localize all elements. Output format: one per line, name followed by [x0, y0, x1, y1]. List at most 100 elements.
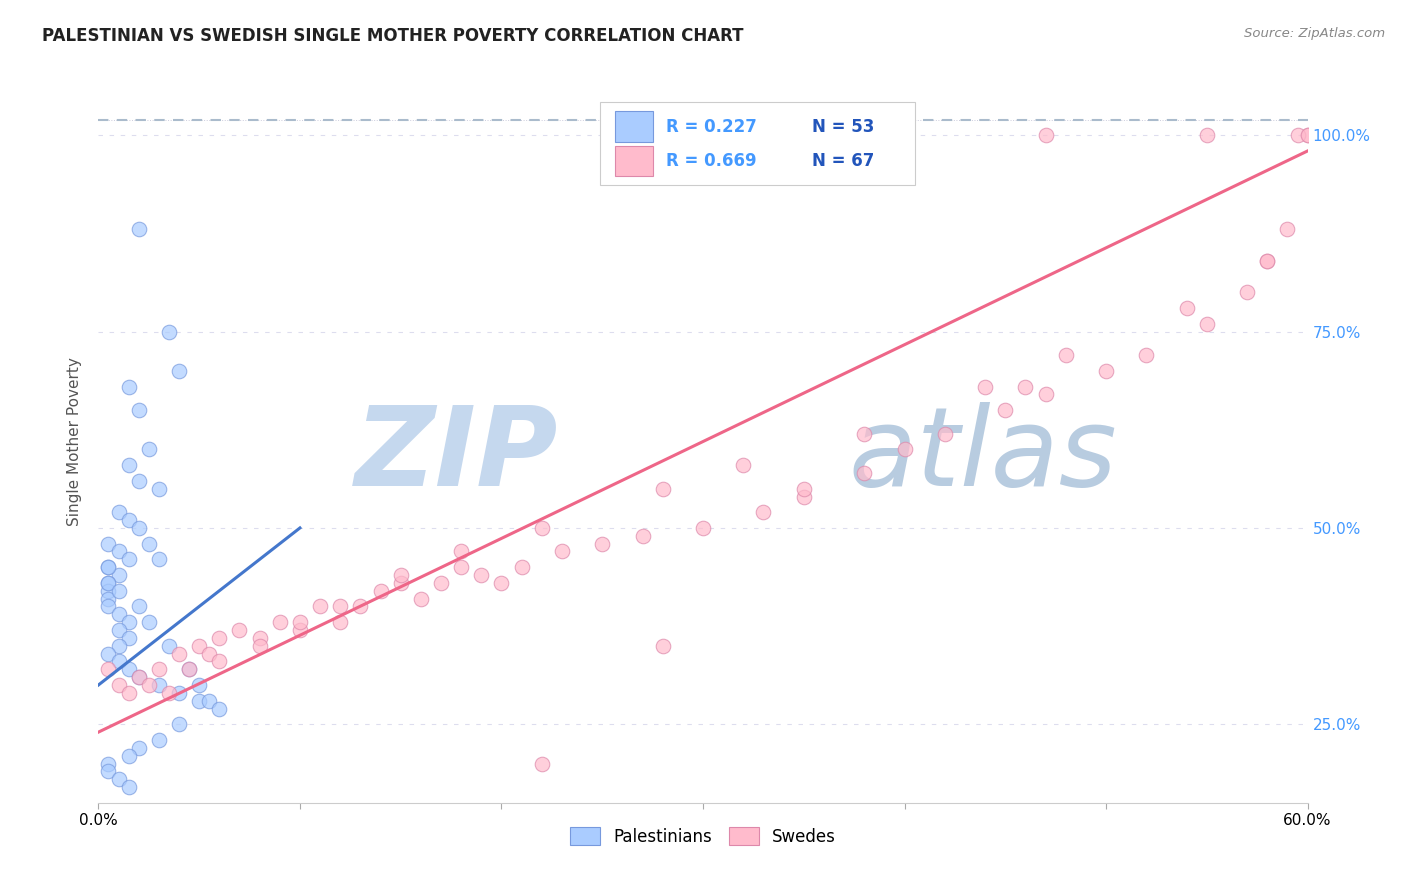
- Text: N = 67: N = 67: [811, 153, 875, 170]
- Point: [188, 639, 211, 653]
- Point: [167, 647, 190, 661]
- Point: [974, 379, 997, 393]
- Point: [269, 615, 291, 630]
- Point: [208, 701, 231, 715]
- Point: [148, 662, 170, 676]
- Point: [591, 536, 613, 550]
- Point: [157, 639, 180, 653]
- Point: [530, 756, 553, 771]
- Point: [167, 717, 190, 731]
- Point: [288, 615, 311, 630]
- Point: [249, 631, 271, 645]
- Point: [128, 222, 150, 236]
- Point: [1035, 128, 1057, 143]
- Point: [208, 631, 231, 645]
- Point: [157, 325, 180, 339]
- Point: [349, 599, 371, 614]
- Bar: [614, 146, 654, 177]
- Point: [167, 364, 190, 378]
- Text: N = 53: N = 53: [811, 118, 875, 136]
- Point: [994, 403, 1017, 417]
- Point: [107, 639, 129, 653]
- Point: [97, 575, 120, 590]
- Point: [128, 403, 150, 417]
- Point: [118, 662, 141, 676]
- Point: [128, 670, 150, 684]
- Point: [491, 575, 513, 590]
- Point: [97, 560, 120, 574]
- Point: [128, 474, 150, 488]
- Point: [530, 521, 553, 535]
- Point: [97, 591, 120, 606]
- Point: [188, 694, 211, 708]
- Point: [1035, 387, 1057, 401]
- Point: [893, 442, 915, 457]
- Point: [793, 490, 815, 504]
- Point: [752, 505, 775, 519]
- Point: [97, 560, 120, 574]
- Point: [631, 529, 654, 543]
- Point: [1054, 348, 1077, 362]
- Legend: Palestinians, Swedes: Palestinians, Swedes: [564, 821, 842, 852]
- Point: [179, 662, 201, 676]
- Point: [1256, 253, 1278, 268]
- Point: [97, 536, 120, 550]
- Point: [430, 575, 453, 590]
- Point: [128, 670, 150, 684]
- Text: Source: ZipAtlas.com: Source: ZipAtlas.com: [1244, 27, 1385, 40]
- Point: [97, 662, 120, 676]
- Point: [138, 678, 160, 692]
- Point: [97, 575, 120, 590]
- Point: [1296, 128, 1319, 143]
- Point: [329, 599, 352, 614]
- Point: [118, 748, 141, 763]
- Point: [1296, 128, 1319, 143]
- Point: [107, 772, 129, 787]
- Point: [249, 639, 271, 653]
- Point: [198, 694, 221, 708]
- Point: [128, 740, 150, 755]
- Point: [107, 544, 129, 558]
- Point: [107, 655, 129, 669]
- Point: [138, 442, 160, 457]
- Point: [107, 678, 129, 692]
- Point: [551, 544, 574, 558]
- Point: [228, 623, 250, 637]
- Point: [118, 686, 141, 700]
- Text: PALESTINIAN VS SWEDISH SINGLE MOTHER POVERTY CORRELATION CHART: PALESTINIAN VS SWEDISH SINGLE MOTHER POV…: [42, 27, 744, 45]
- Point: [450, 560, 472, 574]
- Point: [167, 686, 190, 700]
- Point: [1277, 222, 1299, 236]
- Point: [107, 607, 129, 622]
- Point: [450, 544, 472, 558]
- Point: [97, 764, 120, 779]
- Point: [1135, 348, 1157, 362]
- Point: [107, 583, 129, 598]
- Point: [118, 615, 141, 630]
- Point: [1195, 128, 1218, 143]
- Point: [148, 552, 170, 566]
- Point: [470, 568, 492, 582]
- Point: [510, 560, 533, 574]
- Point: [198, 647, 221, 661]
- Point: [118, 458, 141, 472]
- Point: [118, 379, 141, 393]
- FancyBboxPatch shape: [600, 102, 915, 185]
- Point: [329, 615, 352, 630]
- Point: [118, 780, 141, 794]
- Point: [107, 623, 129, 637]
- Point: [651, 482, 673, 496]
- Point: [1286, 128, 1309, 143]
- Point: [128, 521, 150, 535]
- Point: [1256, 253, 1278, 268]
- Point: [107, 505, 129, 519]
- Point: [97, 583, 120, 598]
- Point: [208, 655, 231, 669]
- Point: [853, 466, 876, 480]
- Text: atlas: atlas: [848, 402, 1116, 509]
- Point: [733, 458, 755, 472]
- Point: [148, 482, 170, 496]
- Point: [389, 568, 412, 582]
- Point: [97, 756, 120, 771]
- Y-axis label: Single Mother Poverty: Single Mother Poverty: [67, 357, 83, 526]
